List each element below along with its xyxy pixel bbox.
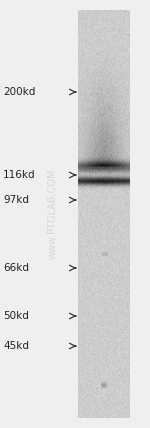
Text: 66kd: 66kd xyxy=(3,263,29,273)
Text: www.PTGLAB.COM: www.PTGLAB.COM xyxy=(48,169,57,259)
Text: 45kd: 45kd xyxy=(3,341,29,351)
Text: 116kd: 116kd xyxy=(3,170,36,180)
Text: 97kd: 97kd xyxy=(3,195,29,205)
Text: 50kd: 50kd xyxy=(3,311,29,321)
Text: 200kd: 200kd xyxy=(3,87,35,97)
